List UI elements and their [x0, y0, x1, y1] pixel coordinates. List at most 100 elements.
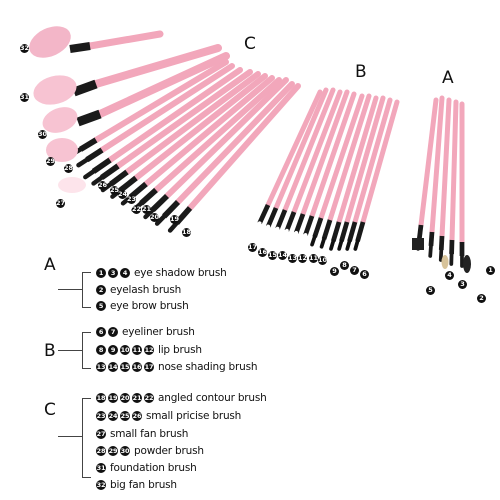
powder-brush-head: [46, 138, 78, 162]
legend-number-list: 31: [96, 463, 106, 473]
spoolie-head: [463, 255, 471, 273]
legend-number-badge: 23: [96, 411, 106, 421]
legend-number-badge: 22: [144, 393, 154, 403]
brush-tip: [319, 237, 326, 249]
photo-number-badge: 20: [150, 213, 160, 222]
brush-ferrule: [150, 193, 169, 213]
legend-number-badge: 27: [96, 429, 106, 439]
brush-handle: [164, 77, 289, 199]
photo-number-badge: 15: [268, 251, 278, 260]
photo-number-badge: 26: [98, 181, 108, 190]
brush-handle: [187, 83, 301, 211]
photo-number-badge: 10: [318, 256, 328, 265]
legend-row: 6 7 eyeliner brush: [96, 326, 195, 338]
brush-handle: [92, 44, 222, 88]
brush-handle: [327, 93, 372, 223]
legend-label: angled contour brush: [158, 392, 267, 404]
photo-number-badge: 4: [445, 271, 454, 280]
photo-number-badge: 18: [182, 228, 192, 237]
legend-number-list: 5: [96, 301, 106, 311]
brush-ferrule: [72, 79, 98, 97]
legend-bracket-b: [82, 332, 91, 369]
legend-row: 32 big fan brush: [96, 479, 177, 491]
legend-row: 1 3 4 eye shadow brush: [96, 267, 227, 279]
brush-tip: [167, 220, 179, 233]
brush-tip: [310, 235, 317, 247]
legend-number-badge: 2: [96, 285, 106, 295]
photo-number-badge: 30: [38, 130, 48, 139]
photo-number-badge: 7: [350, 266, 359, 275]
photo-number-badge: 14: [278, 251, 288, 260]
legend-number-list: 2: [96, 285, 106, 295]
brush-tip: [91, 175, 104, 186]
small-fan-brush-head: [58, 177, 86, 193]
brush-handle: [360, 99, 400, 225]
brush-ferrule: [321, 219, 333, 240]
brush-ferrule: [293, 213, 306, 234]
brush-tip: [329, 239, 336, 251]
legend-number-badge: 29: [108, 446, 118, 456]
legend-row: 13 14 15 16 17 nose shading brush: [96, 361, 258, 373]
legend-label: powder brush: [134, 445, 204, 457]
powder-brush-head: [33, 75, 77, 105]
brush-ferrule: [118, 175, 138, 193]
legend-bracket-c: [82, 398, 91, 478]
photo-number-badge: 27: [56, 199, 66, 208]
legend-label: small pricise brush: [146, 410, 242, 422]
brush-ferrule: [347, 221, 358, 242]
photo-number-badge: 25: [110, 186, 120, 195]
legend-label: eye shadow brush: [134, 267, 227, 279]
brush-tip: [353, 239, 360, 251]
legend-row: 18 19 20 21 22 angled contour brush: [96, 392, 267, 404]
legend-number-badge: 8: [96, 345, 106, 355]
legend-row: 2 eyelash brush: [96, 284, 181, 296]
brush-ferrule: [438, 235, 445, 251]
brush-tip: [301, 233, 308, 245]
brush-ferrule: [109, 169, 129, 187]
brush-handle: [344, 95, 386, 225]
legend-number-badge: 17: [144, 362, 154, 372]
legend-connector-b: [58, 350, 82, 351]
legend-number-badge: 11: [132, 345, 142, 355]
legend-number-list: 28 29 30: [96, 446, 130, 456]
photo-number-badge: 9: [330, 267, 339, 276]
brush-handle: [318, 93, 365, 221]
brush-handle: [133, 73, 268, 181]
group-label-a: A: [442, 68, 454, 88]
photo-number-badge: 16: [258, 248, 268, 257]
legend-number-badge: 13: [96, 362, 106, 372]
sponge-tip: [441, 255, 449, 269]
brush-handle: [273, 87, 329, 211]
brush-tip: [143, 207, 155, 220]
brush-handle: [115, 69, 253, 169]
brush-ferrule: [312, 217, 324, 238]
legend-number-list: 32: [96, 480, 106, 490]
brush-handle: [300, 89, 350, 217]
brush-handle: [449, 99, 459, 243]
photo-number-badge: 13: [288, 254, 298, 263]
fan-brush-head: [29, 26, 71, 58]
legend-letter-a: A: [44, 255, 56, 275]
brush-ferrule: [85, 147, 104, 163]
legend-letter-b: B: [44, 341, 56, 361]
photo-number-badge: 17: [248, 243, 258, 252]
legend-number-badge: 31: [96, 463, 106, 473]
photo-number-badge: 8: [340, 261, 349, 270]
brush-handle: [418, 97, 439, 228]
photo-number-badge: 3: [458, 280, 467, 289]
legend-number-list: 18 19 20 21 22: [96, 393, 154, 403]
legend-label: eyeliner brush: [122, 326, 195, 338]
photo-number-badge: 5: [426, 286, 435, 295]
photo-number-badge: 11: [309, 254, 319, 263]
brush-tip: [272, 226, 280, 238]
brush-handle: [124, 71, 261, 175]
legend-row: 27 small fan brush: [96, 428, 188, 440]
photo-number-badge: 2: [477, 294, 486, 303]
photo-number-badge: 6: [360, 270, 369, 279]
brush-handle: [439, 97, 452, 239]
photo-number-badge: 28: [64, 164, 74, 173]
photo-number-badge: 32: [20, 44, 30, 53]
legend-label: small fan brush: [110, 428, 189, 440]
brush-ferrule: [355, 221, 366, 242]
